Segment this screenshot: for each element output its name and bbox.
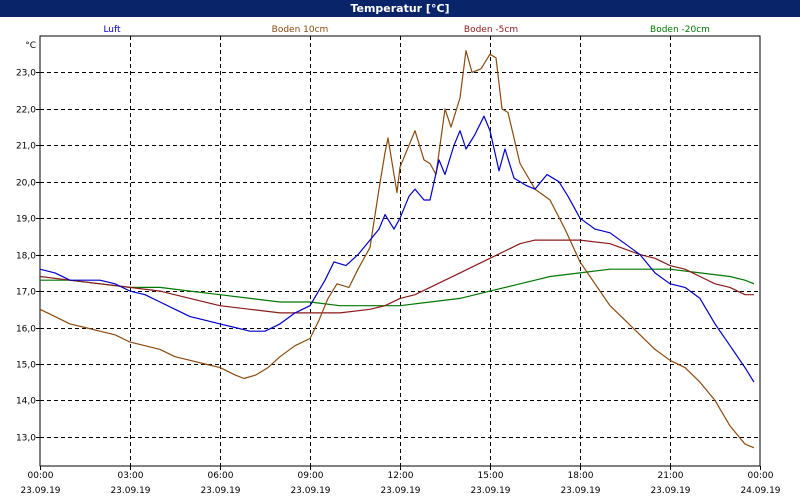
legend-entry: Boden 10cm xyxy=(272,25,329,35)
y-tick-label: 17,0 xyxy=(16,288,36,298)
x-tick-date: 23.09.19 xyxy=(560,486,600,496)
series-line-luft xyxy=(39,115,755,383)
legend-entry: Boden -5cm xyxy=(464,25,518,35)
y-tick-label: 13,0 xyxy=(16,434,36,444)
x-tick-time: 00:00 xyxy=(28,471,54,481)
y-tick-label: 21,0 xyxy=(16,142,36,152)
x-tick-date: 23.09.19 xyxy=(200,486,240,496)
x-tick-time: 21:00 xyxy=(658,471,684,481)
y-tick-label: 20,0 xyxy=(16,179,36,189)
x-tick-time: 00:00 xyxy=(748,471,774,481)
y-tick-label: 16,0 xyxy=(16,325,36,335)
x-tick-time: 18:00 xyxy=(568,471,594,481)
x-tick-time: 09:00 xyxy=(298,471,324,481)
x-tick-date: 23.09.19 xyxy=(650,486,690,496)
x-tick-date: 23.09.19 xyxy=(110,486,150,496)
legend-entry: Boden -20cm xyxy=(650,25,710,35)
x-tick-time: 03:00 xyxy=(118,471,144,481)
x-tick-date: 23.09.19 xyxy=(290,486,330,496)
x-tick-time: 06:00 xyxy=(208,471,234,481)
x-tick-date: 23.09.19 xyxy=(470,486,510,496)
x-tick-time: 12:00 xyxy=(388,471,414,481)
x-tick-time: 15:00 xyxy=(478,471,504,481)
y-tick-label: 22,0 xyxy=(16,106,36,116)
series-line-boden-5cm xyxy=(39,239,754,314)
x-tick-date: 23.09.19 xyxy=(380,486,420,496)
x-tick-date: 23.09.19 xyxy=(20,486,60,496)
y-tick-label: 14,0 xyxy=(16,397,36,407)
y-tick-label: 19,0 xyxy=(16,215,36,225)
y-tick-label: 23,0 xyxy=(16,69,36,79)
legend-entry: Luft xyxy=(103,25,121,35)
series-line-boden-10cm xyxy=(39,49,755,449)
y-axis-unit: °C xyxy=(25,41,36,51)
x-tick-date: 24.09.19 xyxy=(740,486,780,496)
y-tick-label: 15,0 xyxy=(16,361,36,371)
y-tick-label: 18,0 xyxy=(16,252,36,262)
chart-title: Temperatur [°C] xyxy=(0,0,800,17)
series-line-boden-20cm xyxy=(40,268,755,307)
